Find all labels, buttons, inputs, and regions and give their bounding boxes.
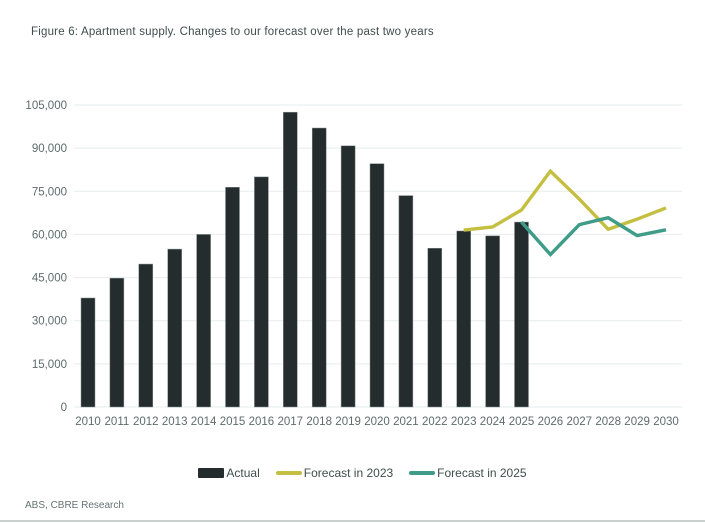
y-axis-tick-label: 0 [61,402,67,414]
x-axis-tick-label: 2024 [480,416,506,428]
bar-2024 [485,235,500,408]
bar-2021 [398,195,414,408]
bar-2015 [225,187,240,408]
legend-item-actual: Actual [198,466,260,480]
legend: Actual Forecast in 2023 Forecast in 2025 [0,466,705,480]
bar-2022 [427,247,443,408]
x-axis-tick-label: 2021 [393,416,419,428]
x-axis-tick-label: 2011 [105,416,130,428]
chart-plot-area: 0 15,000 30,000 45,000 60,000 75,000 90,000 105… [25,100,682,428]
bar-2010 [80,297,96,408]
x-axis-tick-label: 2030 [653,416,679,428]
x-axis-tick-label: 2025 [509,416,535,428]
y-axis-tick-label: 75,000 [32,186,67,198]
bar-swatch-icon [198,468,225,478]
bar-2011 [109,277,125,408]
legend-item-forecast-in-2025: Forecast in 2025 [409,466,527,480]
x-axis-tick-label: 2022 [422,416,448,428]
x-axis-tick-label: 2023 [451,416,477,428]
x-axis-tick-label: 2020 [364,416,390,428]
x-axis-tick-label: 2018 [306,416,332,428]
x-axis-tick-label: 2016 [249,416,275,428]
y-axis-tick-label: 15,000 [32,359,67,371]
bar-2018 [311,127,327,408]
x-axis-tick-label: 2026 [538,416,564,428]
bar-2013 [167,248,182,408]
x-axis-tick-label: 2014 [191,416,217,428]
x-axis-tick-label: 2028 [595,416,621,428]
bar-2012 [138,263,154,408]
line-forecast-in-2025 [520,215,667,258]
figure-title: Figure 6: Apartment supply. Changes to o… [31,26,434,38]
x-axis-tick-label: 2012 [133,416,159,428]
bar-2016 [254,176,269,408]
x-axis-tick-label: 2029 [624,416,650,428]
bottom-divider [0,520,705,522]
y-axis-tick-label: 45,000 [32,273,67,285]
legend-item-forecast-in-2023: Forecast in 2023 [275,466,394,480]
bar-2017 [283,111,298,408]
source-note: ABS, CBRE Research [25,500,124,511]
x-axis-tick-label: 2013 [162,416,188,428]
line-forecast-in-2023 [463,168,667,232]
x-axis-tick-label: 2015 [220,416,246,428]
bar-2023 [456,230,471,408]
line-swatch-icon [275,470,302,476]
x-axis-tick-label: 2027 [567,416,593,428]
y-axis-tick-label: 60,000 [32,229,67,241]
legend-label: Actual [226,466,260,480]
bar-2020 [369,163,385,408]
bar-2025 [514,221,529,408]
legend-label: Forecast in 2025 [437,466,527,480]
bar-2014 [196,234,211,408]
line-swatch-icon [409,470,436,476]
bar-2019 [340,145,356,408]
y-axis-tick-label: 30,000 [32,316,67,328]
y-axis-tick-label: 105,000 [25,100,67,112]
y-axis-tick-label: 90,000 [32,143,67,155]
x-axis-tick-label: 2010 [75,416,101,428]
legend-label: Forecast in 2023 [303,466,394,480]
x-axis-tick-label: 2019 [335,416,361,428]
x-axis-tick-label: 2017 [278,416,304,428]
